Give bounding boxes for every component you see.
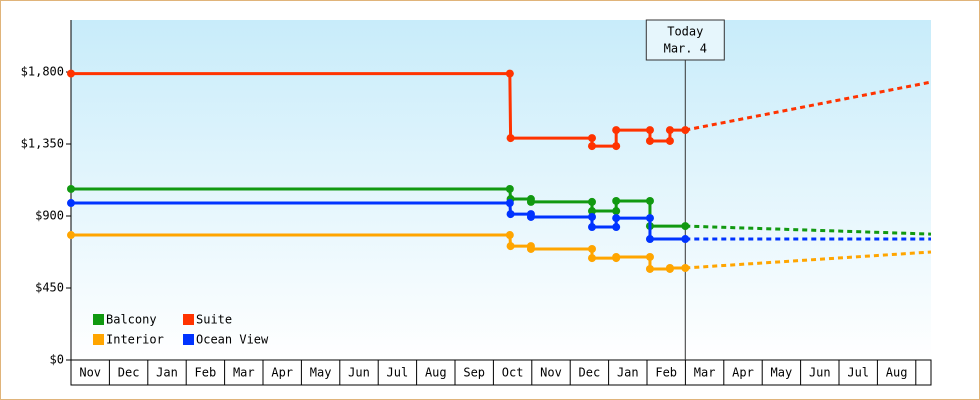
x-tick-label: May xyxy=(310,366,332,380)
x-tick-label: Apr xyxy=(271,366,293,380)
x-axis-band xyxy=(70,359,932,386)
legend-swatch xyxy=(183,314,194,325)
point xyxy=(612,214,621,223)
point xyxy=(681,126,690,135)
point xyxy=(67,184,75,193)
point xyxy=(665,136,674,145)
legend-label: Ocean View xyxy=(196,333,269,347)
x-tick-label: Dec xyxy=(118,366,140,380)
legend-label: Balcony xyxy=(106,313,157,327)
legend-swatch xyxy=(93,334,104,345)
point xyxy=(587,207,596,216)
x-tick-label: Jun xyxy=(348,366,370,380)
point xyxy=(526,197,535,206)
x-tick-label: Nov xyxy=(540,366,562,380)
point xyxy=(645,136,654,145)
point xyxy=(587,134,596,143)
x-tick-label: Jul xyxy=(847,366,869,380)
point xyxy=(645,126,654,135)
point xyxy=(67,199,75,208)
point xyxy=(612,142,621,151)
point xyxy=(505,184,514,193)
point xyxy=(612,252,621,261)
point xyxy=(526,244,535,253)
point xyxy=(67,231,75,240)
x-tick-label: Dec xyxy=(579,366,601,380)
x-tick-label: Feb xyxy=(655,366,677,380)
point xyxy=(665,126,674,135)
point xyxy=(587,197,596,206)
point xyxy=(587,212,596,221)
point xyxy=(67,69,75,78)
x-tick-label: Jan xyxy=(156,366,178,380)
x-tick-label: Apr xyxy=(732,366,754,380)
y-tick-label: $0 xyxy=(50,353,64,367)
point xyxy=(587,254,596,263)
today-box xyxy=(645,19,725,61)
y-tick-label: $1,350 xyxy=(21,137,64,151)
point xyxy=(526,212,535,221)
x-tick-label: Aug xyxy=(425,366,447,380)
x-tick-label: Oct xyxy=(502,366,524,380)
legend-label: Suite xyxy=(196,313,232,327)
y-tick-label: $450 xyxy=(35,281,64,295)
x-tick-label: Jul xyxy=(387,366,409,380)
point xyxy=(645,264,654,273)
point xyxy=(506,210,515,219)
point xyxy=(505,69,514,78)
y-tick-label: $1,800 xyxy=(21,65,64,79)
legend-swatch xyxy=(183,334,194,345)
x-tick-label: Jan xyxy=(617,366,639,380)
legend-swatch xyxy=(93,314,104,325)
x-tick-label: Sep xyxy=(463,366,485,380)
x-tick-label: Feb xyxy=(195,366,217,380)
point xyxy=(612,126,621,135)
point xyxy=(645,252,654,261)
forecast-line xyxy=(684,80,932,132)
point xyxy=(505,199,514,208)
y-tick-label: $900 xyxy=(35,209,64,223)
point xyxy=(645,214,654,223)
point xyxy=(506,242,515,251)
point xyxy=(505,231,514,240)
x-tick-label: Jun xyxy=(809,366,831,380)
today-label: Mar. 4 xyxy=(664,42,707,56)
point xyxy=(681,264,690,272)
x-tick-label: Mar xyxy=(694,366,716,380)
point xyxy=(681,235,690,244)
point xyxy=(645,235,654,244)
point xyxy=(612,196,621,205)
point xyxy=(506,134,515,143)
point xyxy=(587,244,596,253)
point xyxy=(681,222,690,231)
point xyxy=(612,207,621,216)
point xyxy=(612,223,621,232)
point xyxy=(665,264,674,272)
forecast-line xyxy=(685,224,932,236)
x-tick-label: May xyxy=(771,366,793,380)
point xyxy=(587,142,596,151)
today-label: Today xyxy=(667,25,703,39)
legend-label: Interior xyxy=(106,333,164,347)
x-tick-label: Aug xyxy=(886,366,908,380)
x-tick-label: Mar xyxy=(233,366,255,380)
x-tick-label: Nov xyxy=(79,366,101,380)
point xyxy=(645,196,654,205)
point xyxy=(587,223,596,232)
